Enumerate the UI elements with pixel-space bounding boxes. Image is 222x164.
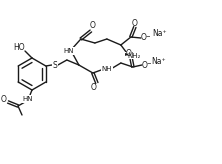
Text: O: O [1, 94, 7, 103]
Text: O: O [90, 21, 96, 31]
Text: HN: HN [64, 48, 74, 54]
Text: O: O [132, 19, 138, 28]
Text: S: S [52, 61, 57, 70]
Text: O: O [141, 33, 147, 42]
Text: O: O [142, 61, 148, 70]
Text: HO: HO [13, 42, 25, 51]
Text: O: O [126, 49, 132, 58]
Text: ►H₂: ►H₂ [125, 52, 137, 58]
Text: Na⁺: Na⁺ [152, 57, 166, 65]
Text: NH: NH [102, 66, 112, 72]
Text: Na⁺: Na⁺ [153, 30, 167, 39]
Text: −: − [147, 61, 151, 65]
Text: O: O [91, 82, 97, 92]
Text: −: − [146, 33, 150, 39]
Text: NH₂: NH₂ [128, 53, 141, 59]
Text: HN: HN [23, 96, 33, 102]
